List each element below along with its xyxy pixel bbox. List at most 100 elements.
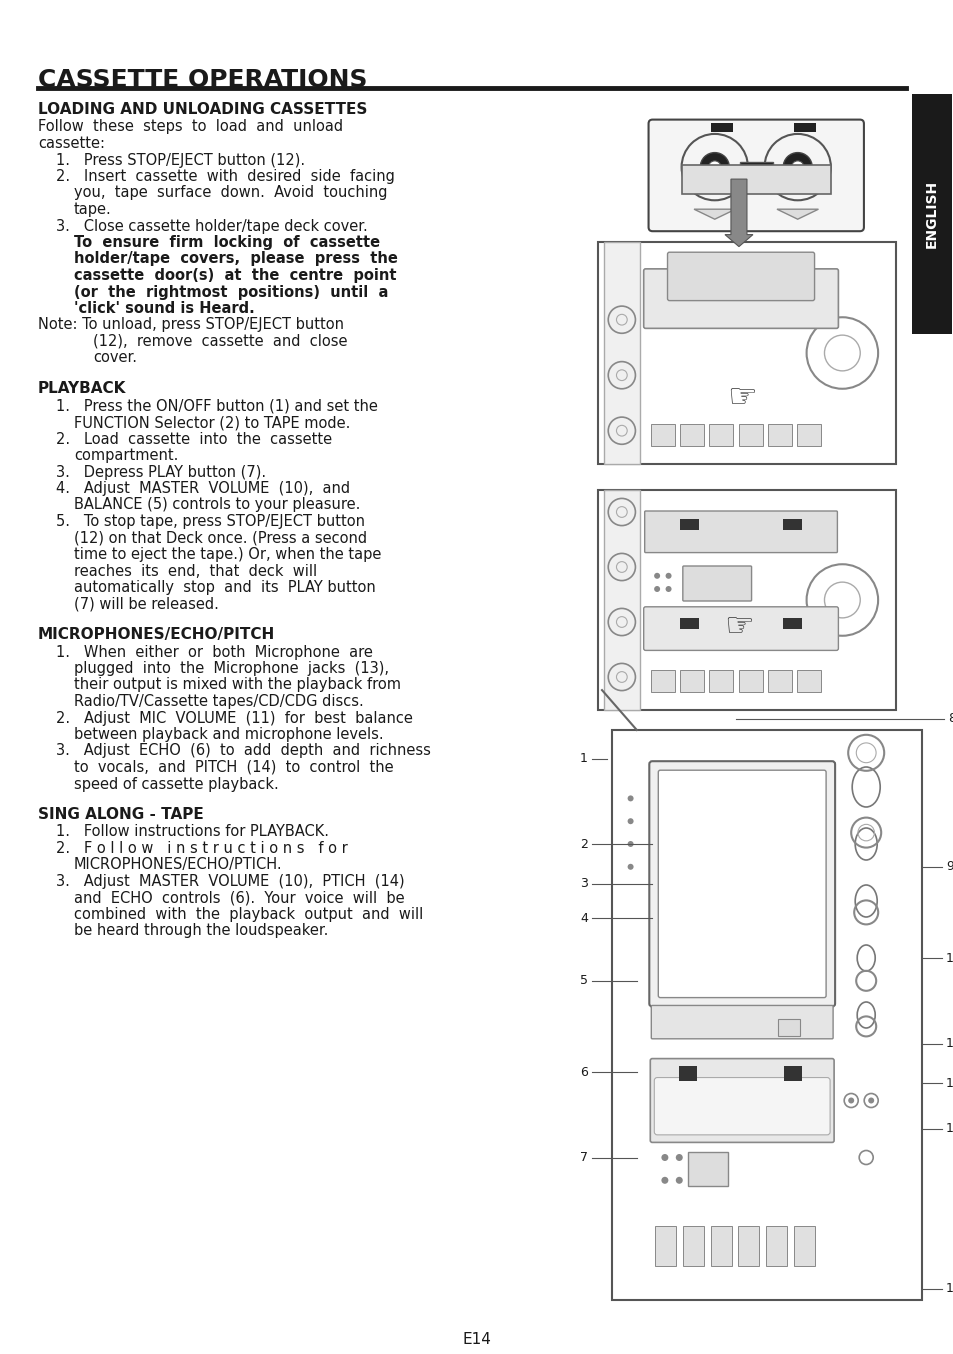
Text: tape.: tape. — [74, 202, 112, 217]
Bar — [911, 93, 951, 334]
Text: 3.   Adjust  ECHO  (6)  to  add  depth  and  richness: 3. Adjust ECHO (6) to add depth and rich… — [56, 743, 431, 758]
Bar — [782, 617, 801, 628]
Text: ☞: ☞ — [723, 609, 753, 643]
Text: their output is mixed with the playback from: their output is mixed with the playback … — [74, 677, 400, 692]
Polygon shape — [776, 210, 818, 219]
Text: ☞: ☞ — [726, 380, 756, 414]
Text: automatically  stop  and  its  PLAY button: automatically stop and its PLAY button — [74, 580, 375, 594]
Text: 2.   Load  cassette  into  the  cassette: 2. Load cassette into the cassette — [56, 432, 332, 447]
Bar — [797, 424, 821, 447]
Text: 2.   F o l l o w   i n s t r u c t i o n s   f o r: 2. F o l l o w i n s t r u c t i o n s f… — [56, 841, 348, 856]
Text: plugged  into  the  Microphone  jacks  (13),: plugged into the Microphone jacks (13), — [74, 661, 389, 676]
Text: 3: 3 — [579, 877, 587, 891]
Text: 2.   Adjust  MIC  VOLUME  (11)  for  best  balance: 2. Adjust MIC VOLUME (11) for best balan… — [56, 711, 413, 726]
Bar — [679, 519, 699, 529]
Text: MICROPHONES/ECHO/PTICH.: MICROPHONES/ECHO/PTICH. — [74, 857, 282, 872]
Text: 8: 8 — [947, 712, 953, 726]
Text: E14: E14 — [462, 1332, 491, 1347]
Circle shape — [627, 864, 633, 869]
Text: 'click' sound is Heard.: 'click' sound is Heard. — [74, 301, 254, 315]
Text: combined  with  the  playback  output  and  will: combined with the playback output and wi… — [74, 907, 423, 922]
Circle shape — [627, 795, 633, 802]
Text: Radio/TV/Cassette tapes/CD/CDG discs.: Radio/TV/Cassette tapes/CD/CDG discs. — [74, 695, 363, 709]
Bar — [687, 1152, 727, 1186]
Bar — [738, 424, 761, 447]
FancyBboxPatch shape — [649, 761, 834, 1006]
Bar — [738, 1225, 759, 1266]
Text: be heard through the loudspeaker.: be heard through the loudspeaker. — [74, 923, 328, 938]
Bar — [603, 242, 639, 464]
Circle shape — [627, 841, 633, 848]
Text: LOADING AND UNLOADING CASSETTES: LOADING AND UNLOADING CASSETTES — [38, 102, 367, 116]
Bar — [710, 123, 732, 131]
Polygon shape — [693, 210, 735, 219]
Text: to  vocals,  and  PITCH  (14)  to  control  the: to vocals, and PITCH (14) to control the — [74, 760, 394, 774]
Circle shape — [708, 161, 720, 173]
Text: compartment.: compartment. — [74, 448, 178, 463]
Bar — [680, 165, 830, 194]
FancyArrow shape — [724, 179, 752, 246]
Text: 3.   Depress PLAY button (7).: 3. Depress PLAY button (7). — [56, 464, 266, 479]
Bar — [612, 730, 921, 1300]
Bar — [598, 242, 895, 464]
Text: 1.   When  either  or  both  Microphone  are: 1. When either or both Microphone are — [56, 645, 373, 659]
FancyBboxPatch shape — [644, 510, 837, 552]
Text: cover.: cover. — [92, 351, 137, 366]
Text: 1.   Follow instructions for PLAYBACK.: 1. Follow instructions for PLAYBACK. — [56, 825, 329, 839]
Bar — [682, 1225, 703, 1266]
Text: 10: 10 — [945, 952, 953, 964]
Text: (7) will be released.: (7) will be released. — [74, 597, 218, 612]
Bar — [782, 519, 801, 529]
Text: 2.   Insert  cassette  with  desired  side  facing: 2. Insert cassette with desired side fac… — [56, 169, 395, 184]
Text: speed of cassette playback.: speed of cassette playback. — [74, 776, 278, 792]
Bar — [793, 123, 815, 131]
Bar — [739, 162, 772, 180]
Text: Note: To unload, press STOP/EJECT button: Note: To unload, press STOP/EJECT button — [38, 317, 344, 333]
Text: 1.   Press STOP/EJECT button (12).: 1. Press STOP/EJECT button (12). — [56, 153, 305, 168]
Bar — [650, 670, 674, 692]
Text: 7: 7 — [579, 1151, 587, 1164]
Text: 5.   To stop tape, press STOP/EJECT button: 5. To stop tape, press STOP/EJECT button — [56, 515, 365, 529]
Bar — [778, 1018, 799, 1036]
Bar — [603, 490, 639, 709]
FancyBboxPatch shape — [667, 252, 814, 301]
Bar — [709, 670, 733, 692]
Text: 5: 5 — [579, 975, 587, 987]
Text: cassette  door(s)  at  the  centre  point: cassette door(s) at the centre point — [74, 268, 396, 283]
Text: 6: 6 — [579, 1066, 587, 1079]
Text: and  ECHO  controls  (6).  Your  voice  will  be: and ECHO controls (6). Your voice will b… — [74, 891, 404, 906]
Circle shape — [867, 1098, 873, 1104]
Text: (12) on that Deck once. (Press a second: (12) on that Deck once. (Press a second — [74, 531, 367, 546]
Circle shape — [700, 153, 728, 181]
FancyBboxPatch shape — [682, 566, 751, 601]
FancyBboxPatch shape — [651, 1006, 832, 1039]
Text: ENGLISH: ENGLISH — [924, 180, 938, 248]
Circle shape — [654, 586, 659, 592]
Text: (or  the  rightmost  positions)  until  a: (or the rightmost positions) until a — [74, 284, 388, 299]
Bar — [767, 670, 791, 692]
Bar — [650, 424, 674, 447]
Bar — [679, 617, 699, 628]
Text: CASSETTE OPERATIONS: CASSETTE OPERATIONS — [38, 68, 367, 92]
Text: between playback and microphone levels.: between playback and microphone levels. — [74, 727, 383, 742]
Bar — [679, 1067, 697, 1080]
FancyBboxPatch shape — [654, 1078, 829, 1135]
Text: Follow  these  steps  to  load  and  unload: Follow these steps to load and unload — [38, 119, 343, 134]
Bar — [710, 1225, 731, 1266]
Circle shape — [665, 573, 671, 578]
Bar — [782, 1067, 801, 1080]
Circle shape — [847, 1098, 853, 1104]
Circle shape — [660, 1177, 668, 1183]
Text: 11: 11 — [945, 1037, 953, 1049]
FancyBboxPatch shape — [648, 119, 863, 232]
Text: SING ALONG - TAPE: SING ALONG - TAPE — [38, 807, 204, 822]
Text: FUNCTION Selector (2) to TAPE mode.: FUNCTION Selector (2) to TAPE mode. — [74, 414, 350, 431]
Text: 1.   Press the ON/OFF button (1) and set the: 1. Press the ON/OFF button (1) and set t… — [56, 398, 377, 413]
Text: 3.   Adjust  MASTER  VOLUME  (10),  PTICH  (14): 3. Adjust MASTER VOLUME (10), PTICH (14) — [56, 873, 404, 890]
Text: To  ensure  firm  locking  of  cassette: To ensure firm locking of cassette — [74, 236, 379, 250]
Text: cassette:: cassette: — [38, 135, 105, 152]
Text: 14: 14 — [945, 1282, 953, 1294]
Bar — [709, 424, 733, 447]
Text: (12),  remove  cassette  and  close: (12), remove cassette and close — [92, 334, 347, 349]
Text: 13: 13 — [945, 1122, 953, 1136]
